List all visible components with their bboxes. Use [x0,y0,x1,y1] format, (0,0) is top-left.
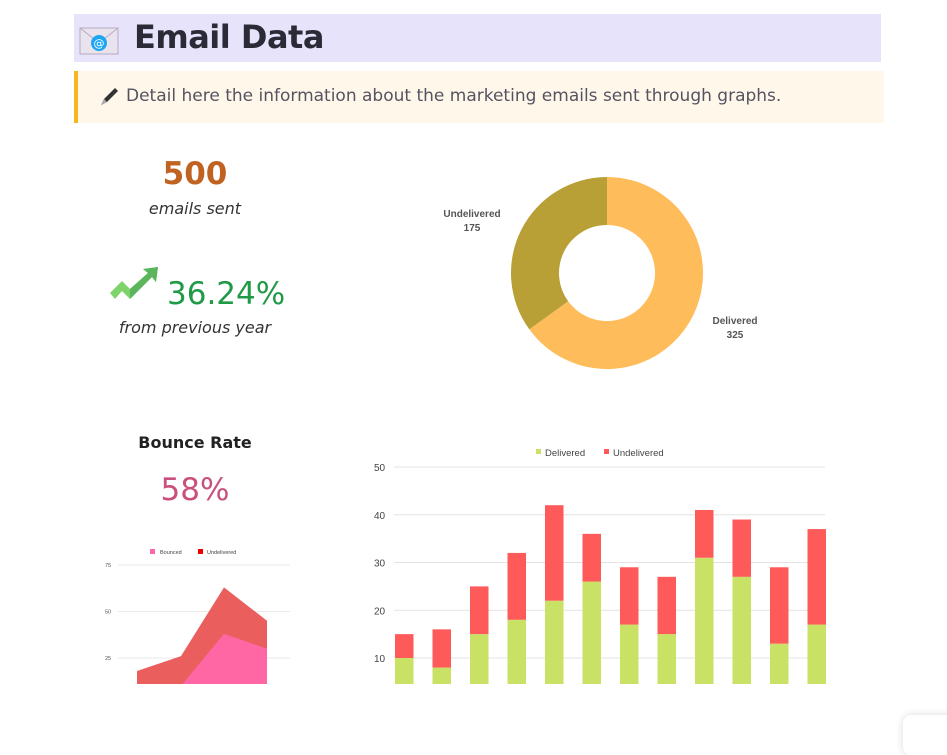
floating-widget[interactable] [903,715,947,755]
bar-delivered [807,624,826,684]
pen-icon [101,88,118,105]
bar-delivered [695,557,714,684]
y-tick-label: 50 [105,610,111,616]
bar-undelivered [657,576,676,635]
bar-undelivered [770,567,789,644]
page-header: @ Email Data [74,14,881,62]
y-tick-label: 75 [105,563,111,569]
bar-undelivered [732,519,751,577]
delivered-slice-value: 325 [727,330,744,341]
bar-delivered [395,658,414,684]
bar-undelivered [582,533,601,582]
bar-undelivered [695,509,714,558]
legend-undelivered: Undelivered [613,448,664,459]
bar-delivered [732,576,751,684]
callout-text: Detail here the information about the ma… [126,86,782,106]
legend-bounced: Bounced [160,550,182,556]
area-chart: Bounced Undelivered 25 50 75 [105,549,290,684]
emails-sent-value: 500 [162,156,228,192]
legend-undelivered: Undelivered [207,550,236,556]
y-tick-label: 50 [374,463,386,474]
donut-slice-delivered [529,177,703,369]
bounce-rate-title: Bounce Rate [138,433,252,452]
bar-undelivered [432,629,451,668]
page-title: Email Data [134,18,324,56]
donut-chart: Undelivered 175 Delivered 325 [443,177,758,369]
bar-undelivered [545,505,564,601]
donut-slice-undelivered [511,177,607,330]
bar-delivered [545,600,564,684]
svg-text:@: @ [94,37,105,50]
bar-undelivered [620,567,639,625]
legend-swatch-undelivered [198,549,203,554]
envelope-at-icon: @ [79,27,119,55]
legend-delivered: Delivered [545,448,585,459]
bar-undelivered [807,529,826,625]
y-tick-label: 30 [374,559,386,570]
bar-undelivered [507,552,526,620]
undelivered-slice-label: Undelivered [443,209,500,220]
legend-swatch-bounced [150,549,155,554]
growth-label: from previous year [118,318,272,337]
area-bounced [182,633,267,684]
delivered-slice-label: Delivered [712,316,757,327]
bar-delivered [432,667,451,684]
growth-value: 36.24% [167,276,286,312]
bounce-rate-value: 58% [160,472,230,508]
bar-delivered [507,619,526,684]
bar-undelivered [470,586,489,635]
legend-swatch-delivered [536,449,541,454]
bar-delivered [620,624,639,684]
y-tick-label: 40 [374,511,386,522]
bar-undelivered [395,634,414,658]
bar-delivered [470,634,489,684]
bar-delivered [582,581,601,684]
y-tick-label: 10 [374,654,386,665]
legend-swatch-undelivered [604,449,609,454]
stacked-bar-chart: Delivered Undelivered 10 20 30 40 50 [374,448,826,684]
undelivered-slice-value: 175 [464,223,481,234]
trending-up-icon [110,267,158,299]
emails-sent-label: emails sent [148,199,242,218]
callout: Detail here the information about the ma… [74,71,884,123]
bar-delivered [657,634,676,684]
bar-delivered [770,643,789,684]
y-tick-label: 25 [105,656,111,662]
y-tick-label: 20 [374,606,386,617]
